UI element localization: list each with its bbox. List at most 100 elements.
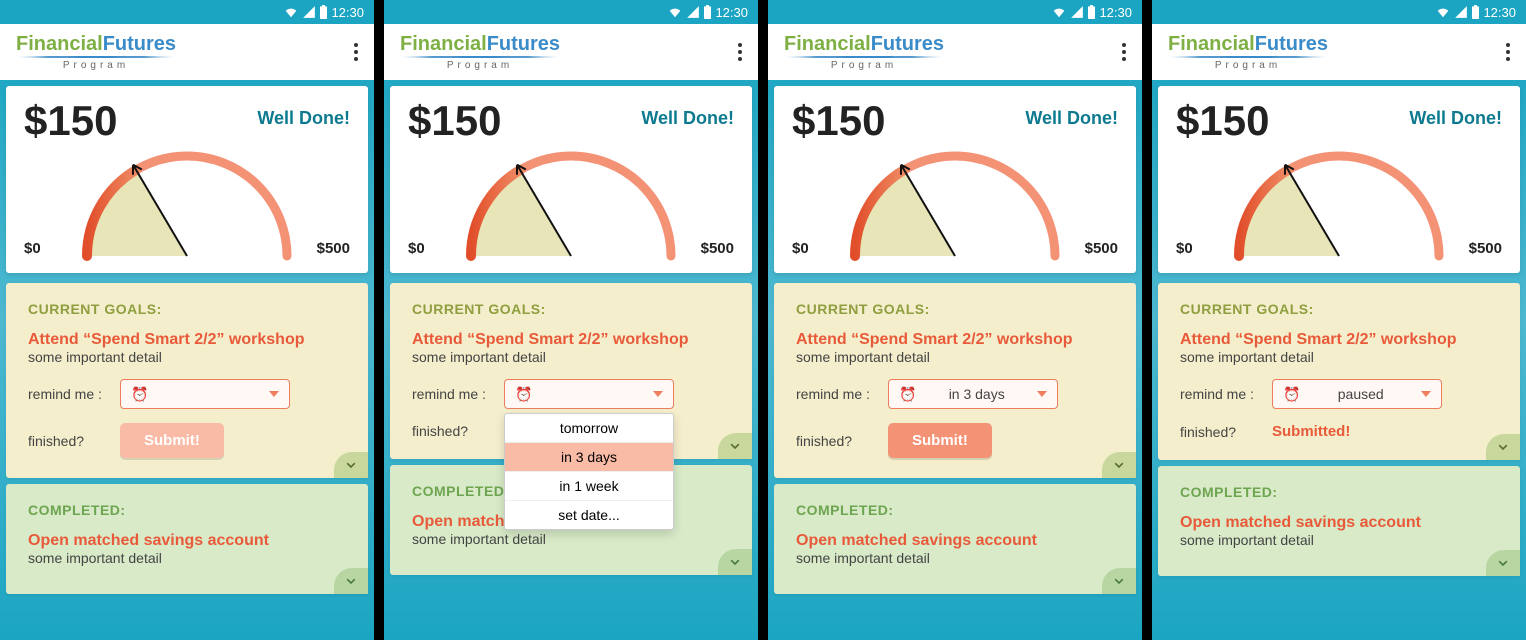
completed-goal-name: Open matched savings account <box>28 532 346 550</box>
app-bar: FinancialFutures Program <box>384 24 758 80</box>
goals-title: CURRENT GOALS: <box>28 301 346 317</box>
remind-label: remind me : <box>796 386 888 402</box>
battery-icon <box>1087 5 1096 19</box>
app-logo: FinancialFutures Program <box>400 34 560 71</box>
praise-text: Well Done! <box>1409 108 1502 129</box>
overflow-menu-icon[interactable] <box>1506 43 1510 61</box>
signal-icon <box>1454 5 1468 19</box>
app-logo: FinancialFutures Program <box>16 34 176 71</box>
completed-title: COMPLETED: <box>796 502 1114 518</box>
expand-completed-button[interactable] <box>334 568 368 594</box>
chevron-down-icon <box>343 457 359 473</box>
expand-completed-button[interactable] <box>1486 550 1520 576</box>
expand-goals-button[interactable] <box>1486 434 1520 460</box>
gauge-max-label: $500 <box>1469 240 1502 257</box>
status-time: 12:30 <box>715 5 748 20</box>
clock-icon: ⏰ <box>515 386 532 403</box>
clock-icon: ⏰ <box>899 386 916 403</box>
expand-completed-button[interactable] <box>718 549 752 575</box>
battery-icon <box>1471 5 1480 19</box>
goal-name: Attend “Spend Smart 2/2” workshop <box>412 331 730 349</box>
praise-text: Well Done! <box>257 108 350 129</box>
saved-amount: $150 <box>1176 100 1269 142</box>
finished-label: finished? <box>412 423 504 439</box>
chevron-down-icon <box>1111 457 1127 473</box>
expand-goals-button[interactable] <box>1102 452 1136 478</box>
chevron-down-icon <box>727 438 743 454</box>
gauge-chart: $0 $500 <box>1176 148 1502 263</box>
gauge-min-label: $0 <box>408 240 425 257</box>
signal-icon <box>686 5 700 19</box>
signal-icon <box>1070 5 1084 19</box>
gauge-min-label: $0 <box>24 240 41 257</box>
chevron-down-icon <box>1495 439 1511 455</box>
app-logo: FinancialFutures Program <box>784 34 944 71</box>
completed-card: COMPLETED: Open matched savings account … <box>774 484 1136 594</box>
reminder-select[interactable]: ⏰ paused <box>1272 379 1442 409</box>
goal-detail: some important detail <box>796 349 1114 365</box>
status-time: 12:30 <box>331 5 364 20</box>
app-bar: FinancialFutures Program <box>0 24 374 80</box>
chevron-down-icon <box>1495 555 1511 571</box>
status-bar: 12:30 <box>1152 0 1526 24</box>
dropdown-option[interactable]: set date... <box>505 501 673 529</box>
submit-button[interactable]: Submit! <box>120 423 224 458</box>
completed-title: COMPLETED: <box>28 502 346 518</box>
goal-detail: some important detail <box>28 349 346 365</box>
savings-gauge-card: $150 Well Done! $0 $500 <box>774 86 1136 273</box>
expand-completed-button[interactable] <box>1102 568 1136 594</box>
gauge-max-label: $500 <box>701 240 734 257</box>
goals-title: CURRENT GOALS: <box>1180 301 1498 317</box>
completed-goal-name: Open matched savings account <box>1180 514 1498 532</box>
dropdown-option[interactable]: in 3 days <box>505 443 673 472</box>
expand-goals-button[interactable] <box>334 452 368 478</box>
dropdown-option[interactable]: tomorrow <box>505 414 673 443</box>
goals-title: CURRENT GOALS: <box>796 301 1114 317</box>
overflow-menu-icon[interactable] <box>354 43 358 61</box>
dropdown-option[interactable]: in 1 week <box>505 472 673 501</box>
status-time: 12:30 <box>1483 5 1516 20</box>
expand-goals-button[interactable] <box>718 433 752 459</box>
gauge-min-label: $0 <box>792 240 809 257</box>
completed-title: COMPLETED: <box>1180 484 1498 500</box>
gauge-min-label: $0 <box>1176 240 1193 257</box>
reminder-value: in 3 days <box>916 386 1037 402</box>
savings-gauge-card: $150 Well Done! $0 $500 <box>6 86 368 273</box>
submit-button[interactable]: Submit! <box>888 423 992 458</box>
finished-label: finished? <box>28 433 120 449</box>
goal-name: Attend “Spend Smart 2/2” workshop <box>28 331 346 349</box>
signal-icon <box>302 5 316 19</box>
reminder-dropdown[interactable]: tomorrowin 3 daysin 1 weekset date... <box>504 413 674 530</box>
gauge-chart: $0 $500 <box>792 148 1118 263</box>
praise-text: Well Done! <box>641 108 734 129</box>
wifi-icon <box>283 5 299 19</box>
wifi-icon <box>1051 5 1067 19</box>
completed-goal-detail: some important detail <box>1180 532 1498 548</box>
saved-amount: $150 <box>792 100 885 142</box>
gauge-chart: $0 $500 <box>24 148 350 263</box>
current-goals-card: CURRENT GOALS: Attend “Spend Smart 2/2” … <box>390 283 752 459</box>
goals-title: CURRENT GOALS: <box>412 301 730 317</box>
overflow-menu-icon[interactable] <box>1122 43 1126 61</box>
completed-goal-detail: some important detail <box>796 550 1114 566</box>
clock-icon: ⏰ <box>131 386 148 403</box>
goal-detail: some important detail <box>1180 349 1498 365</box>
overflow-menu-icon[interactable] <box>738 43 742 61</box>
mobile-screen: 12:30 FinancialFutures Program $150 Well… <box>384 0 758 640</box>
reminder-select[interactable]: ⏰ <box>120 379 290 409</box>
finished-label: finished? <box>796 433 888 449</box>
reminder-select[interactable]: ⏰ in 3 days <box>888 379 1058 409</box>
goal-detail: some important detail <box>412 349 730 365</box>
remind-label: remind me : <box>1180 386 1272 402</box>
savings-gauge-card: $150 Well Done! $0 $500 <box>390 86 752 273</box>
mobile-screen: 12:30 FinancialFutures Program $150 Well… <box>0 0 374 640</box>
chevron-down-icon <box>727 554 743 570</box>
completed-card: COMPLETED: Open matched savings account … <box>1158 466 1520 576</box>
current-goals-card: CURRENT GOALS: Attend “Spend Smart 2/2” … <box>774 283 1136 478</box>
reminder-select[interactable]: ⏰ <box>504 379 674 409</box>
chevron-down-icon <box>1111 573 1127 589</box>
chevron-down-icon <box>653 391 663 397</box>
chevron-down-icon <box>1421 391 1431 397</box>
chevron-down-icon <box>269 391 279 397</box>
remind-label: remind me : <box>412 386 504 402</box>
